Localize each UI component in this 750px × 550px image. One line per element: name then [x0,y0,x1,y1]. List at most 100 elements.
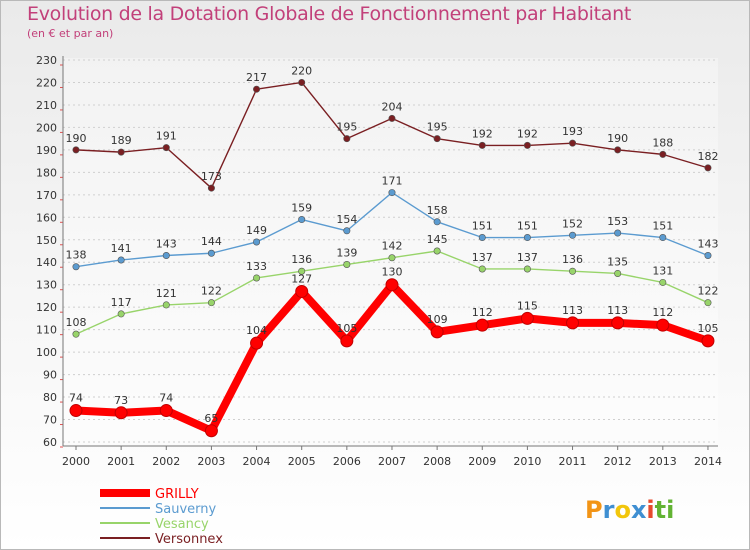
data-label: 122 [697,285,718,298]
data-point [385,278,399,292]
data-point [704,251,712,259]
x-tick-label: 2003 [197,455,225,468]
data-point [340,334,354,348]
data-point [614,229,622,237]
x-tick-label: 2006 [333,455,361,468]
data-label: 195 [336,121,357,134]
data-label: 217 [246,71,267,84]
x-tick-label: 2002 [152,455,180,468]
y-tick-label: 100 [36,346,57,359]
data-label: 151 [652,220,673,233]
x-tick-label: 2013 [649,455,677,468]
x-tick-label: 2007 [378,455,406,468]
y-tick-label: 120 [36,301,57,314]
data-label: 117 [111,296,132,309]
data-label: 159 [291,202,312,215]
data-point [117,148,125,156]
data-label: 143 [156,237,177,250]
data-point [614,269,622,277]
data-point [569,267,577,275]
y-tick-label: 220 [36,76,57,89]
data-point [72,146,80,154]
data-point [253,238,261,246]
data-point [117,310,125,318]
data-point [569,231,577,239]
data-point [523,234,531,242]
data-point [343,135,351,143]
y-tick-label: 210 [36,99,57,112]
data-label: 189 [111,134,132,147]
data-point [433,218,441,226]
data-label: 220 [291,64,312,77]
x-tick-label: 2010 [513,455,541,468]
x-tick-label: 2014 [694,455,722,468]
data-point [159,404,173,418]
data-point [659,278,667,286]
y-tick-label: 130 [36,279,57,292]
data-point [523,141,531,149]
data-label: 130 [381,266,402,279]
y-tick-label: 90 [43,369,57,382]
y-tick-label: 70 [43,414,57,427]
data-label: 192 [472,127,493,140]
data-point [72,263,80,271]
data-point [475,318,489,332]
data-point [478,234,486,242]
data-label: 138 [66,249,87,262]
data-label: 195 [427,121,448,134]
data-label: 113 [607,304,628,317]
data-point [162,251,170,259]
data-point [343,227,351,235]
data-point [162,144,170,152]
data-label: 171 [381,175,402,188]
data-point [253,85,261,93]
data-point [207,249,215,257]
data-label: 122 [201,285,222,298]
legend-label: GRILLY [155,487,199,502]
data-label: 65 [204,412,218,425]
data-point [298,78,306,86]
data-point [388,189,396,197]
chart-title: Evolution de la Dotation Globale de Fonc… [27,3,632,25]
data-label: 73 [114,394,128,407]
data-label: 104 [246,324,267,337]
data-point [388,114,396,122]
data-point [207,184,215,192]
data-label: 137 [472,251,493,264]
data-point [117,256,125,264]
data-label: 108 [66,316,87,329]
x-tick-label: 2012 [604,455,632,468]
data-point [72,330,80,338]
legend-label: Versonnex [155,532,223,547]
y-tick-label: 170 [36,189,57,202]
y-tick-label: 200 [36,121,57,134]
data-label: 143 [697,237,718,250]
data-label: 153 [607,215,628,228]
data-label: 112 [652,306,673,319]
data-point [433,135,441,143]
data-point [478,265,486,273]
data-label: 141 [111,242,132,255]
data-label: 113 [562,304,583,317]
x-tick-label: 2008 [423,455,451,468]
data-point [611,316,625,330]
data-label: 144 [201,235,222,248]
data-point [114,406,128,420]
data-label: 74 [159,392,173,405]
data-point [298,216,306,224]
data-label: 190 [607,132,628,145]
data-label: 193 [562,125,583,138]
data-label: 152 [562,217,583,230]
data-label: 135 [607,255,628,268]
data-point [659,150,667,158]
data-label: 173 [201,170,222,183]
data-label: 188 [652,136,673,149]
data-label: 127 [291,272,312,285]
data-label: 137 [517,251,538,264]
data-point [523,265,531,273]
data-point [704,299,712,307]
data-label: 131 [652,264,673,277]
data-label: 105 [697,322,718,335]
data-label: 192 [517,127,538,140]
